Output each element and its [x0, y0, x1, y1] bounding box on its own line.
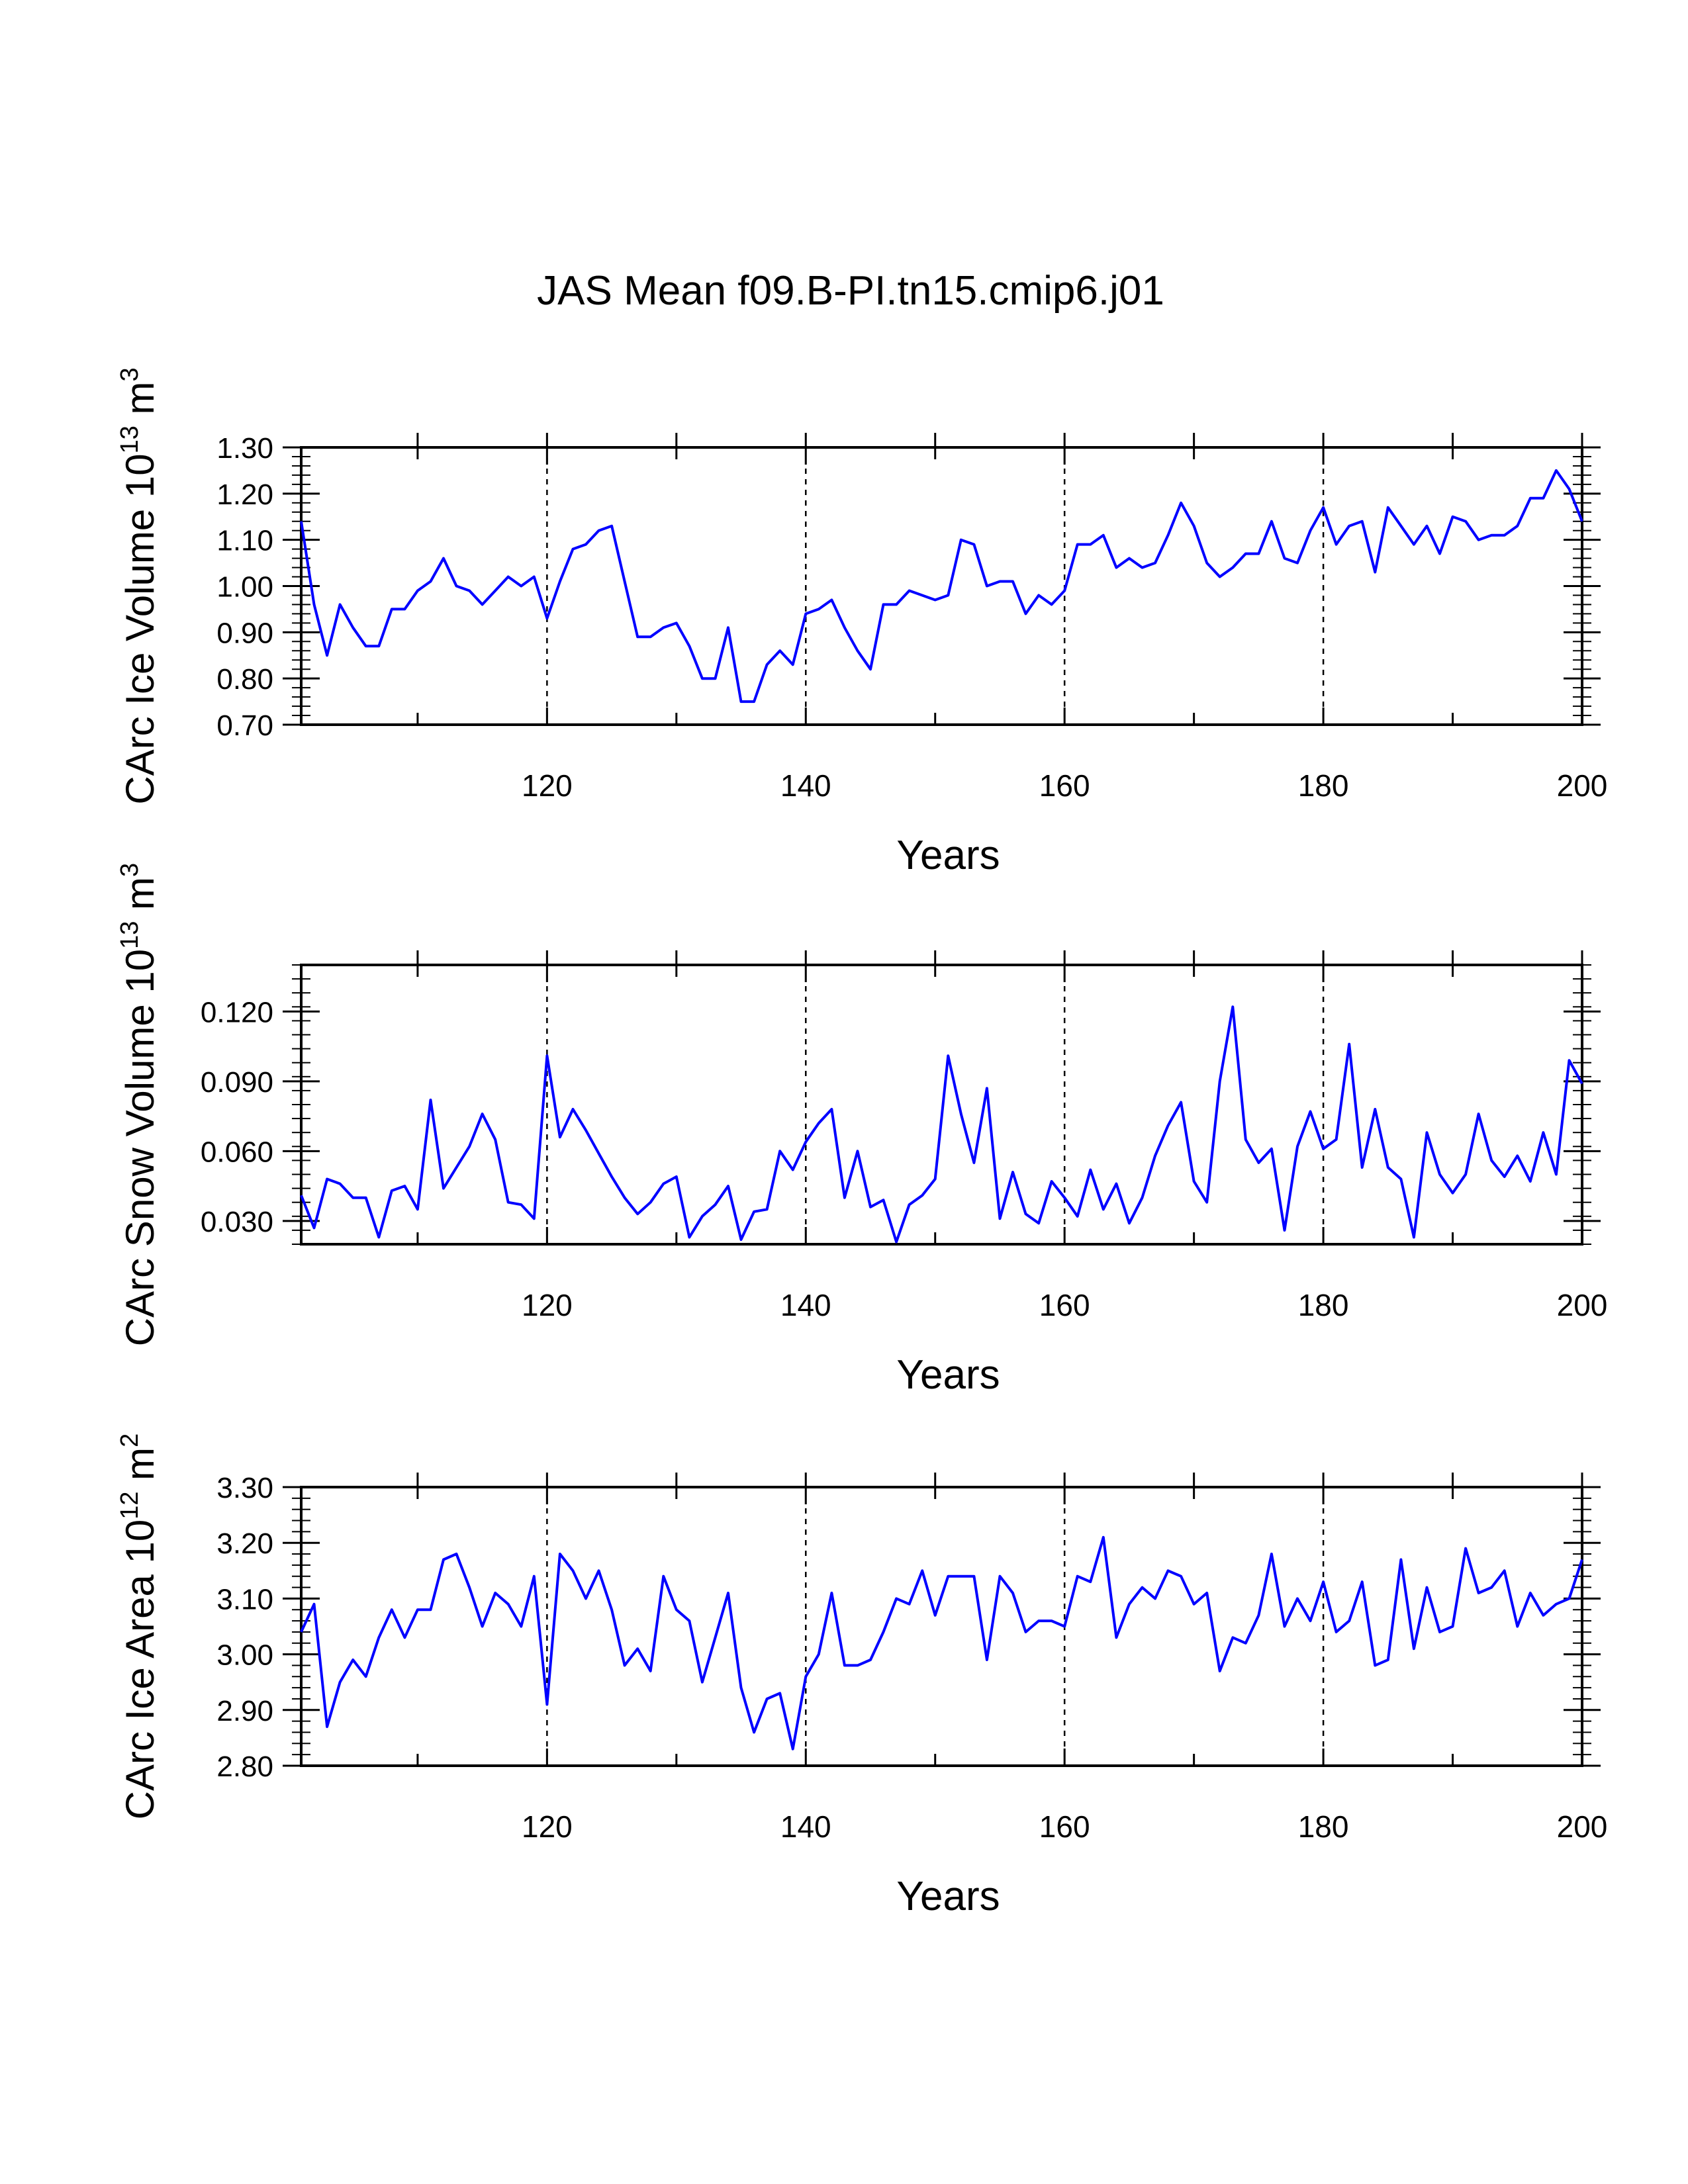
y-axis-title-unit: m: [118, 877, 162, 921]
panel-3: 120 140 160 180 200 2.80 2.90 3.00 3.10 3.20 3.30 Y…: [116, 1433, 1607, 1919]
x-tick-label: 140: [780, 768, 831, 803]
x-tick-label: 120: [522, 1809, 573, 1844]
y-tick-label: 3.00: [216, 1639, 273, 1672]
y-tick-label: 2.90: [216, 1695, 273, 1727]
y-axis-title-text: CArc Snow Volume 10: [118, 949, 162, 1346]
x-tick-label: 200: [1557, 1809, 1608, 1844]
y-tick-label: 1.10: [216, 525, 273, 557]
y-axis-title-unit-exponent: 2: [116, 1433, 144, 1447]
series-line: [300, 1005, 1583, 1244]
y-axis-title-exponent: 12: [116, 1491, 144, 1519]
y-tick-label: 0.120: [201, 996, 273, 1028]
x-tick-label: 200: [1557, 768, 1608, 803]
figure-title: JAS Mean f09.B-PI.tn15.cmip6.j01: [537, 268, 1164, 314]
x-axis-title: Years: [896, 833, 1000, 878]
x-tick-label: 120: [522, 768, 573, 803]
series-line: [300, 469, 1583, 704]
plot-frame: [300, 1486, 1583, 1767]
y-axis-title-text: CArc Ice Area 10: [118, 1520, 162, 1820]
y-tick-label: 0.90: [216, 617, 273, 649]
y-tick-label: 3.10: [216, 1583, 273, 1615]
series-line: [300, 1535, 1583, 1751]
panels: 120 140 160 180 200 0.70 0.80 0.90 1.00 1.10 1.20 1…: [116, 367, 1607, 1919]
y-tick-label: 2.80: [216, 1751, 273, 1783]
y-tick-label: 1.30: [216, 432, 273, 465]
y-axis-title-unit: m: [118, 1447, 162, 1492]
x-tick-label: 200: [1557, 1288, 1608, 1322]
y-tick-label: 1.00: [216, 571, 273, 604]
x-axis-title: Years: [896, 1874, 1000, 1919]
y-axis-title-unit-exponent: 3: [116, 367, 144, 381]
x-tick-label: 140: [780, 1288, 831, 1322]
y-tick-label: 0.80: [216, 663, 273, 696]
y-axis-title-unit: m: [118, 381, 162, 426]
y-tick-label: 3.30: [216, 1472, 273, 1504]
y-axis-title: CArc Ice Area 1012 m2: [116, 1433, 162, 1820]
y-tick-label: 0.030: [201, 1206, 273, 1238]
y-axis-title-exponent: 13: [116, 921, 144, 949]
plot-frame: [300, 964, 1583, 1246]
y-axis-title: CArc Snow Volume 1013 m3: [116, 863, 162, 1346]
x-tick-label: 180: [1298, 1809, 1349, 1844]
y-tick-label: 0.060: [201, 1136, 273, 1168]
x-axis-title: Years: [896, 1352, 1000, 1398]
x-tick-label: 180: [1298, 1288, 1349, 1322]
y-axis-title-text: CArc Ice Volume 10: [118, 453, 162, 804]
y-tick-label: 1.20: [216, 478, 273, 511]
x-tick-label: 140: [780, 1809, 831, 1844]
x-tick-label: 160: [1039, 1809, 1090, 1844]
y-tick-label: 0.70: [216, 709, 273, 742]
x-tick-label: 160: [1039, 1288, 1090, 1322]
panel-1: 120 140 160 180 200 0.70 0.80 0.90 1.00 1.10 1.20 1…: [116, 367, 1607, 878]
panel-2: 120 140 160 180 200 0.030 0.060 0.090 0.120 Years…: [116, 863, 1607, 1398]
y-axis-title: CArc Ice Volume 1013 m3: [116, 367, 162, 804]
y-tick-label: 0.090: [201, 1066, 273, 1099]
y-axis-title-unit-exponent: 3: [116, 863, 144, 877]
x-tick-label: 180: [1298, 768, 1349, 803]
y-tick-label: 3.20: [216, 1527, 273, 1560]
plot-frame: [300, 446, 1583, 726]
x-tick-label: 160: [1039, 768, 1090, 803]
x-tick-label: 120: [522, 1288, 573, 1322]
y-axis-title-exponent: 13: [116, 426, 144, 453]
